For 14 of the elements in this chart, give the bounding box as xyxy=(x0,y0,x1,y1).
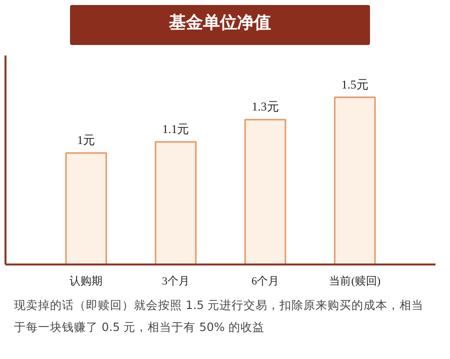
x-tick-label: 当前(赎回) xyxy=(329,276,381,288)
data-label: 1.1元 xyxy=(162,122,190,136)
data-label: 1.3元 xyxy=(252,100,279,114)
data-label: 1.5元 xyxy=(341,77,368,92)
bar xyxy=(65,152,108,264)
chart-title: 基金单位净值 xyxy=(169,12,271,34)
x-tick-label: 6个月 xyxy=(252,276,280,288)
data-label: 1元 xyxy=(77,133,96,148)
bar xyxy=(244,118,286,264)
bar xyxy=(154,141,197,264)
x-tick-label: 认购期 xyxy=(70,276,103,288)
bar xyxy=(334,96,376,264)
x-tick-label: 3个月 xyxy=(162,276,190,288)
text: 现卖掉的话（即赎回）就会按照 1.5 元进行交易，扣除原来购买的成本，相当于每一块钱赚了 0.5 元，相当于有 50% 的收益 xyxy=(14,297,425,336)
